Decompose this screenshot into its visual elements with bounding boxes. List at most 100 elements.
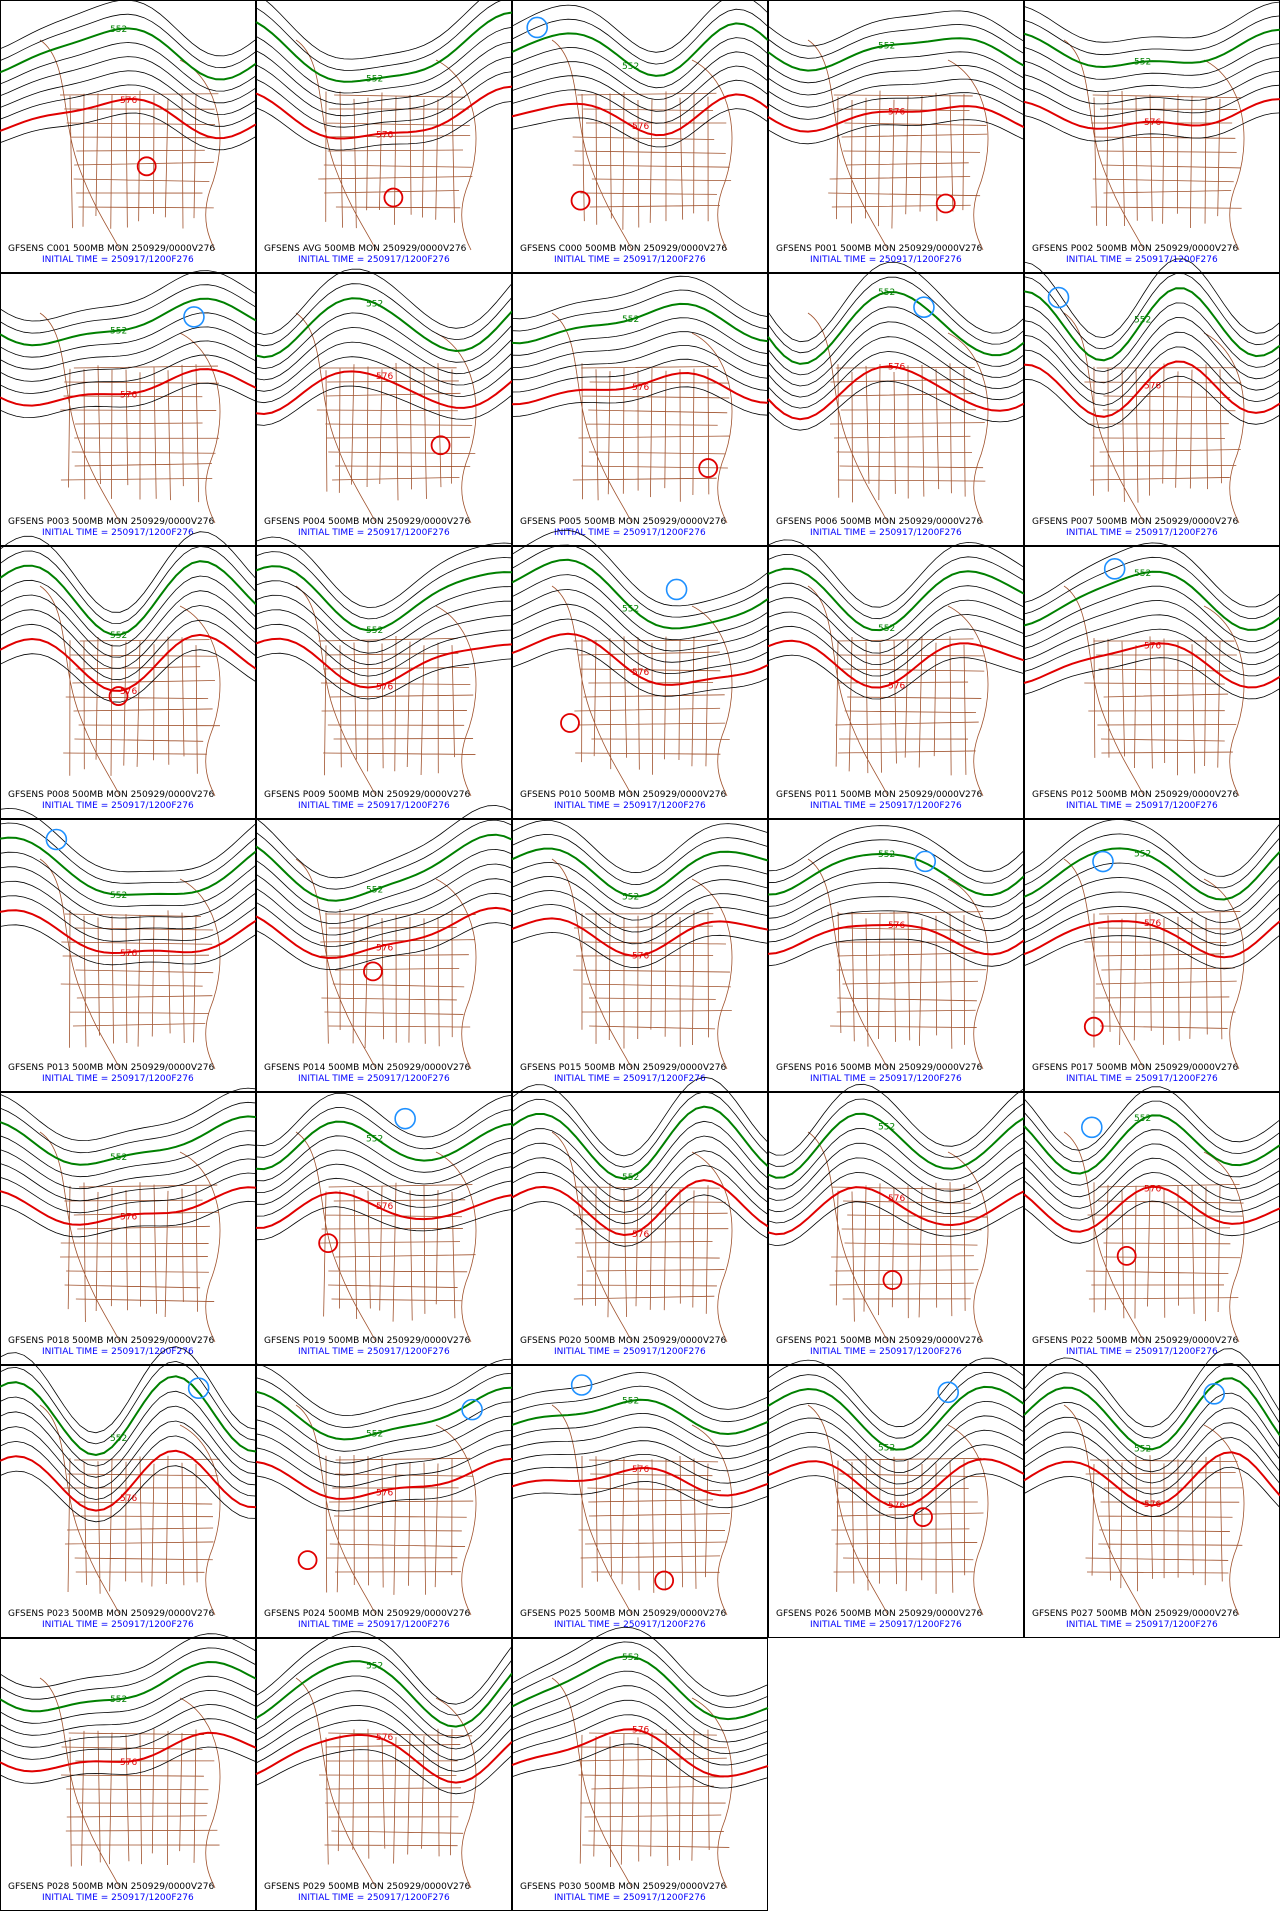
contour-line: [255, 0, 504, 71]
contour-552: [255, 833, 513, 902]
contour-line: [511, 1440, 769, 1472]
contour-label: 552: [366, 1134, 383, 1144]
contour-line: [767, 882, 1025, 920]
contour-line: [255, 819, 513, 890]
panel-border: [0, 1092, 256, 1365]
contour-label: 552: [110, 25, 127, 35]
map-boundaries: [1063, 1404, 1245, 1616]
contour-line: [1023, 934, 1280, 970]
contour-line: [255, 101, 513, 151]
contour-label: 576: [632, 383, 649, 393]
contour-line: [1023, 628, 1280, 677]
contour-line: [1023, 112, 1280, 142]
contour-line: [511, 1412, 769, 1447]
contour-line: [1023, 833, 1280, 889]
contour-line: [511, 904, 769, 945]
contour-line: [0, 1647, 257, 1700]
contour-552: [0, 27, 257, 81]
contour-line: [767, 380, 1025, 431]
contour-cutoff: [136, 156, 157, 177]
contour-552: [767, 567, 1025, 632]
contour-line: [511, 603, 769, 663]
contour-line: [255, 41, 513, 105]
contour-label: 576: [632, 952, 649, 962]
contour-line: [767, 1372, 1025, 1439]
contour-line: [1023, 1363, 1280, 1439]
panel-init-time: INITIAL TIME = 250917/1200F276: [42, 255, 194, 265]
contour-label: 552: [110, 1695, 127, 1705]
contour-line: [0, 1101, 257, 1154]
contour-line: [0, 531, 257, 613]
panel-title: GFSENS P029 500MB MON 250929/0000V276: [264, 1882, 470, 1892]
panel-title: GFSENS P022 500MB MON 250929/0000V276: [1032, 1336, 1238, 1346]
contour-576: [767, 1186, 1025, 1236]
contour-line: [1023, 84, 1280, 117]
contour-line: [511, 37, 769, 89]
contour-line: [1023, 43, 1280, 80]
contour-label: 576: [1144, 919, 1161, 929]
map-boundaries: [39, 1677, 221, 1889]
panel-title: GFSENS P002 500MB MON 250929/0000V276: [1032, 244, 1238, 254]
contour-line: [511, 1714, 769, 1766]
contour-552: [767, 1385, 1025, 1451]
contour-552: [511, 1655, 769, 1721]
contour-line: [511, 574, 769, 641]
contour-line: [511, 51, 769, 101]
contour-576: [1023, 98, 1280, 130]
contour-line: [255, 1444, 513, 1488]
contour-line: [767, 553, 1025, 620]
panel-init-time: INITIAL TIME = 250917/1200F276: [810, 1347, 962, 1357]
panel-init-time: INITIAL TIME = 250917/1200F276: [298, 255, 450, 265]
contour-line: [1023, 891, 1280, 935]
map-panel: 552 576 GFSENS P019 500MB MON 250929/0000V…: [255, 1092, 513, 1365]
map-boundaries: [39, 858, 221, 1070]
contour-line: [767, 539, 1025, 608]
contour-line: [0, 924, 257, 966]
contour-label: 576: [632, 1725, 649, 1735]
contour-line: [255, 341, 513, 392]
contour-label: 552: [366, 626, 383, 636]
contour-line: [511, 1150, 769, 1213]
panel-border: [512, 1365, 768, 1638]
contour-line: [767, 1415, 1025, 1473]
contour-line: [511, 65, 769, 112]
map-panel: 552 576 GFSENS P012 500MB MON 250929/0000V…: [1023, 542, 1280, 819]
contour-576: [1023, 1451, 1280, 1507]
panel-init-time: INITIAL TIME = 250917/1200F276: [1066, 1620, 1218, 1630]
contour-552: [767, 37, 1025, 72]
contour-label: 552: [1134, 569, 1151, 579]
contour-line: [1023, 1422, 1280, 1484]
contour-552: [0, 297, 257, 347]
map-panel: 552 576 GFSENS P007 500MB MON 250929/0000V…: [1023, 258, 1280, 546]
contour-line: [255, 1690, 513, 1750]
contour-line: [767, 51, 1025, 84]
contour-line: [511, 1481, 769, 1509]
panel-init-time: INITIAL TIME = 250917/1200F276: [810, 255, 962, 265]
contour-576: [0, 1186, 257, 1226]
contour-cutoff: [1083, 1016, 1104, 1037]
contour-576: [255, 637, 513, 689]
contour-576: [767, 365, 1025, 421]
contour-label: 552: [878, 624, 895, 634]
contour-label: 552: [622, 605, 639, 615]
contour-line: [0, 895, 257, 942]
contour-line: [511, 108, 769, 148]
contour-label: 576: [120, 687, 137, 697]
contour-line: [255, 623, 513, 677]
contour-label: 576: [120, 390, 137, 400]
map-boundaries: [295, 1131, 477, 1343]
contour-line: [255, 892, 513, 947]
contour-576: [767, 105, 1025, 133]
contour-line: [264, 0, 481, 60]
contour-552: [511, 22, 769, 77]
contour-line: [511, 1641, 769, 1709]
contour-line: [255, 652, 513, 700]
contour-576: [0, 1731, 257, 1773]
contour-label: 576: [632, 668, 649, 678]
contour-line: [511, 289, 769, 332]
contour-cutoff: [108, 686, 129, 706]
contour-line: [511, 331, 769, 368]
contour-line: [255, 1358, 513, 1417]
panel-title: GFSENS P018 500MB MON 250929/0000V276: [8, 1336, 214, 1346]
contour-line: [0, 807, 257, 873]
